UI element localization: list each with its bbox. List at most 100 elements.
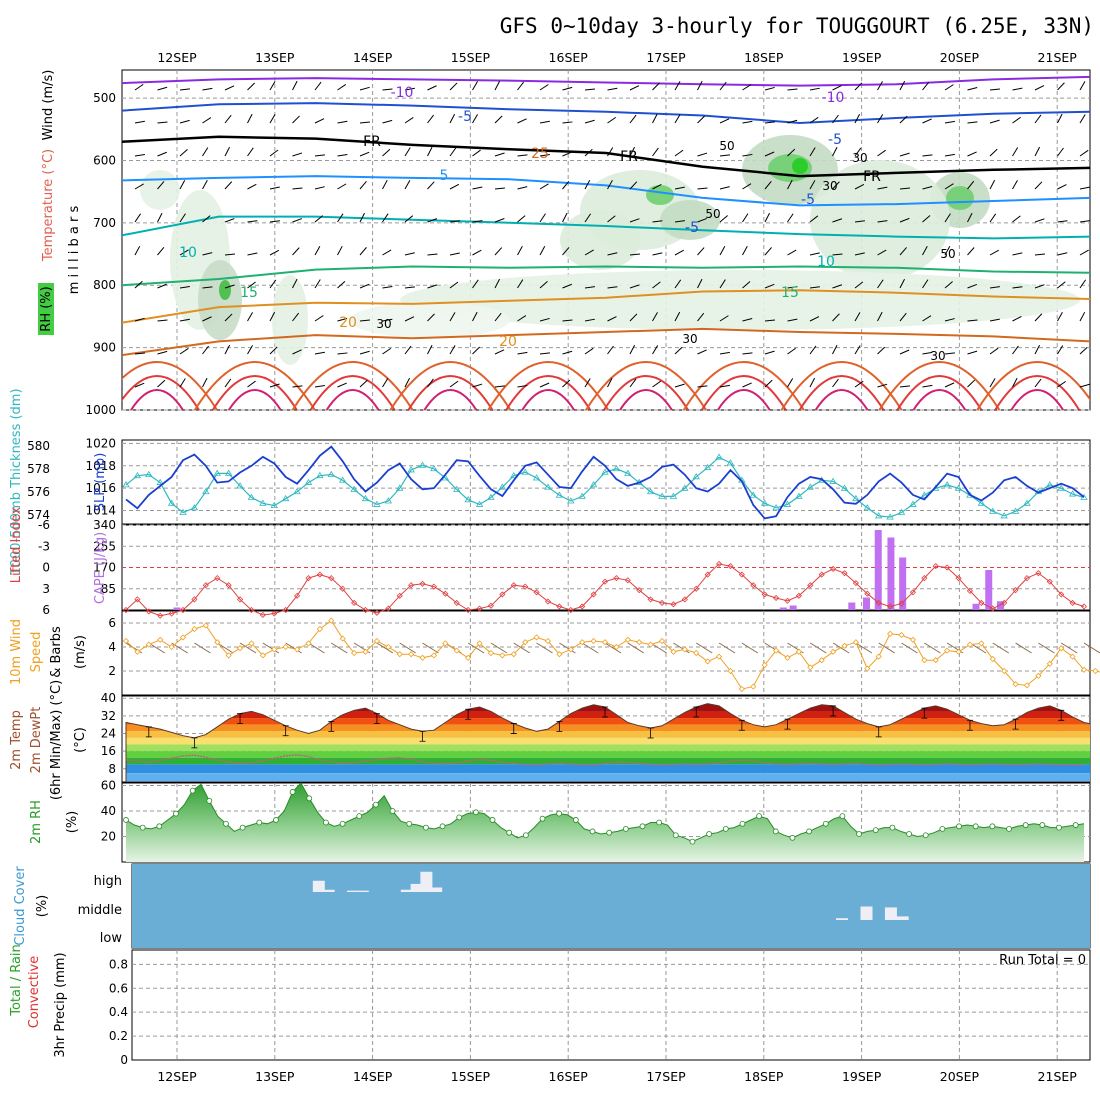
wind-barb — [899, 80, 906, 91]
wind-barb — [247, 252, 258, 256]
wind-barb — [584, 378, 591, 388]
date-label-top: 12SEP — [157, 50, 197, 65]
wind-barb — [787, 286, 798, 289]
wind-marker — [898, 631, 905, 639]
wind-barb — [787, 119, 798, 124]
wind-barb — [247, 281, 256, 289]
wind-barb — [494, 187, 505, 190]
wind-barb — [922, 81, 930, 91]
wind-barb — [202, 286, 213, 289]
thickness-marker — [156, 478, 164, 485]
thickness-marker — [167, 499, 176, 506]
temp-band — [126, 744, 1090, 752]
lifted-marker — [579, 603, 586, 610]
date-label-top: 13SEP — [255, 50, 295, 65]
ylabel-lifted: Lifted Index — [9, 506, 24, 583]
wind-barb — [427, 313, 435, 322]
lifted-marker — [134, 596, 141, 603]
thickness-marker — [772, 504, 780, 511]
thickness-marker — [612, 464, 621, 472]
wind-barb — [269, 186, 280, 190]
wind-barb — [1034, 313, 1043, 322]
rh-marker — [256, 819, 263, 826]
surface-isotherm — [798, 375, 885, 410]
wind10m-barb — [855, 642, 873, 654]
rh-marker — [956, 823, 962, 830]
wind-barb — [989, 249, 999, 256]
ytick-slp: 1018 — [85, 459, 116, 473]
surface-isotherm — [423, 389, 478, 410]
rh-marker — [356, 813, 363, 820]
thickness-marker — [498, 483, 507, 490]
wind-barb — [989, 318, 1000, 322]
wind-barb — [427, 378, 434, 388]
lifted-marker — [1001, 599, 1008, 606]
thickness-marker — [396, 484, 404, 491]
rh-marker — [323, 819, 329, 826]
wind-barb — [652, 113, 658, 124]
lifted-marker — [510, 582, 517, 589]
wind-barb — [472, 81, 478, 91]
lifted-marker — [715, 560, 723, 568]
wind-barb — [134, 83, 144, 91]
ytick-thickness: 578 — [27, 462, 50, 476]
wind-barb — [1034, 344, 1041, 355]
cloud-bar — [400, 889, 413, 892]
wind-barb — [314, 279, 321, 289]
wind-barb — [809, 316, 820, 322]
wind10m-barb — [581, 642, 599, 654]
rh-marker — [622, 825, 629, 832]
wind-barb — [967, 350, 978, 355]
wind-barb — [427, 114, 435, 124]
rh-shading — [810, 160, 950, 280]
wind-barb — [832, 114, 839, 124]
rh-legend-swatch — [38, 283, 54, 335]
cloud-bar — [420, 871, 433, 892]
wind-marker — [864, 665, 871, 672]
lifted-marker — [122, 606, 130, 614]
surface-isotherm — [603, 375, 689, 410]
lifted-marker — [773, 594, 780, 602]
surface-isotherm — [193, 361, 316, 410]
thickness-marker — [806, 483, 814, 490]
wind-barb — [382, 119, 393, 124]
rh-shading — [792, 158, 808, 174]
wind-barb — [179, 213, 186, 223]
wind-barb — [719, 315, 729, 322]
date-label-top: 20SEP — [940, 50, 980, 65]
wind-marker — [1058, 645, 1065, 652]
wind-barb — [382, 378, 389, 388]
wind-barb — [404, 87, 415, 91]
thickness-marker — [783, 500, 792, 507]
wind-barb — [607, 286, 618, 289]
wind-barb — [202, 180, 208, 190]
wind-barb — [944, 153, 955, 157]
wind-barb — [629, 313, 638, 322]
date-label-top: 17SEP — [646, 50, 686, 65]
wind-marker — [430, 652, 437, 659]
surface-isotherm — [976, 361, 1090, 410]
wind-marker — [761, 661, 768, 669]
thickness-marker — [989, 507, 997, 514]
cloud-bar — [312, 880, 325, 892]
lifted-marker — [465, 606, 472, 614]
wind-barb — [1012, 180, 1018, 190]
rh-marker — [689, 838, 696, 845]
surface-isotherm — [1010, 389, 1065, 410]
thickness-marker — [510, 471, 518, 479]
wind-barb — [562, 151, 572, 157]
wind-barb — [269, 279, 277, 289]
date-label-top: 14SEP — [353, 50, 393, 65]
wind-barb — [809, 345, 817, 355]
wind-barb — [494, 218, 505, 223]
wind-barb — [337, 120, 348, 124]
ytick-temp: 8 — [108, 762, 116, 776]
wind-barb — [1079, 311, 1086, 322]
thickness-marker — [886, 513, 894, 520]
wind-barb — [562, 283, 572, 289]
wind10m-barb — [490, 642, 508, 654]
isotherm-label: 5 — [440, 168, 449, 184]
wind-barb — [1012, 316, 1022, 322]
wind-barb — [1079, 279, 1087, 289]
isotherm-label: 25 — [531, 146, 549, 162]
